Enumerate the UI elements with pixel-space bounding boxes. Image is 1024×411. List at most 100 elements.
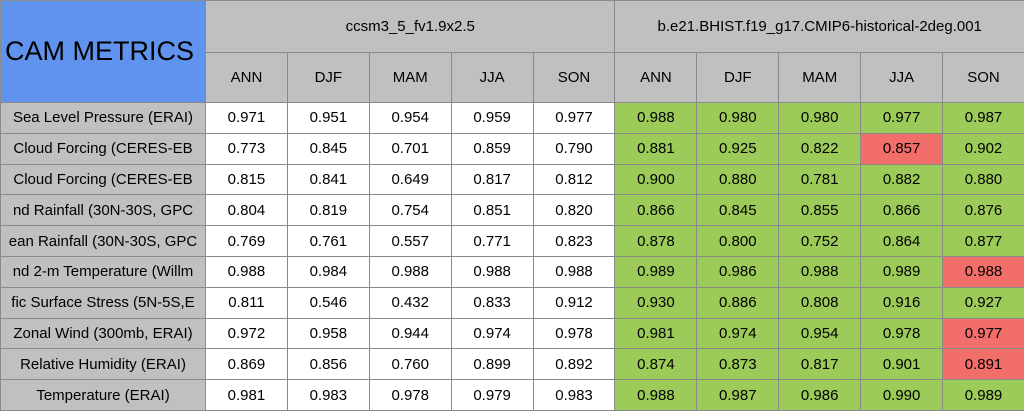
metric-cell: 0.986 — [697, 256, 779, 287]
metric-cell: 0.988 — [943, 256, 1024, 287]
metric-cell: 0.980 — [779, 103, 861, 134]
season-header: MAM — [779, 53, 861, 103]
metric-cell: 0.899 — [451, 349, 533, 380]
metric-cell: 0.701 — [369, 133, 451, 164]
metric-cell: 0.546 — [287, 287, 369, 318]
row-label: fic Surface Stress (5N-5S,E — [1, 287, 206, 318]
metric-cell: 0.951 — [287, 103, 369, 134]
metric-cell: 0.876 — [943, 195, 1024, 226]
metric-cell: 0.841 — [287, 164, 369, 195]
metric-cell: 0.954 — [369, 103, 451, 134]
metric-cell: 0.930 — [615, 287, 697, 318]
metric-cell: 0.989 — [943, 380, 1024, 411]
metric-cell: 0.859 — [451, 133, 533, 164]
metric-cell: 0.820 — [533, 195, 615, 226]
metric-cell: 0.823 — [533, 226, 615, 257]
season-header: SON — [533, 53, 615, 103]
metric-cell: 0.987 — [697, 380, 779, 411]
metric-cell: 0.864 — [861, 226, 943, 257]
metric-cell: 0.912 — [533, 287, 615, 318]
metric-cell: 0.981 — [206, 380, 288, 411]
metric-cell: 0.954 — [779, 318, 861, 349]
season-header: ANN — [206, 53, 288, 103]
season-header: SON — [943, 53, 1024, 103]
metric-cell: 0.873 — [697, 349, 779, 380]
metric-cell: 0.988 — [451, 256, 533, 287]
metric-cell: 0.856 — [287, 349, 369, 380]
metric-cell: 0.988 — [615, 380, 697, 411]
metric-cell: 0.892 — [533, 349, 615, 380]
metric-cell: 0.988 — [533, 256, 615, 287]
metric-cell: 0.866 — [615, 195, 697, 226]
metric-cell: 0.974 — [697, 318, 779, 349]
metric-cell: 0.833 — [451, 287, 533, 318]
metric-cell: 0.761 — [287, 226, 369, 257]
metric-cell: 0.857 — [861, 133, 943, 164]
metric-cell: 0.877 — [943, 226, 1024, 257]
metric-cell: 0.557 — [369, 226, 451, 257]
metric-cell: 0.987 — [943, 103, 1024, 134]
season-header: JJA — [451, 53, 533, 103]
metric-cell: 0.754 — [369, 195, 451, 226]
metric-cell: 0.878 — [615, 226, 697, 257]
season-header: ANN — [615, 53, 697, 103]
row-label: Temperature (ERAI) — [1, 380, 206, 411]
metric-cell: 0.900 — [615, 164, 697, 195]
metric-cell: 0.989 — [615, 256, 697, 287]
metric-cell: 0.855 — [779, 195, 861, 226]
metric-cell: 0.781 — [779, 164, 861, 195]
metric-cell: 0.819 — [287, 195, 369, 226]
metric-cell: 0.845 — [287, 133, 369, 164]
metric-cell: 0.990 — [861, 380, 943, 411]
metric-cell: 0.773 — [206, 133, 288, 164]
metric-cell: 0.978 — [861, 318, 943, 349]
metric-cell: 0.901 — [861, 349, 943, 380]
season-header: MAM — [369, 53, 451, 103]
metric-cell: 0.845 — [697, 195, 779, 226]
metric-cell: 0.817 — [451, 164, 533, 195]
metric-cell: 0.902 — [943, 133, 1024, 164]
metric-cell: 0.927 — [943, 287, 1024, 318]
metric-cell: 0.944 — [369, 318, 451, 349]
metric-cell: 0.925 — [697, 133, 779, 164]
metric-cell: 0.983 — [287, 380, 369, 411]
metric-cell: 0.882 — [861, 164, 943, 195]
metric-cell: 0.986 — [779, 380, 861, 411]
metric-cell: 0.978 — [369, 380, 451, 411]
metric-cell: 0.817 — [779, 349, 861, 380]
row-label: Zonal Wind (300mb, ERAI) — [1, 318, 206, 349]
metric-cell: 0.971 — [206, 103, 288, 134]
group-header: ccsm3_5_fv1.9x2.5 — [206, 1, 615, 53]
metric-cell: 0.977 — [943, 318, 1024, 349]
metric-cell: 0.851 — [451, 195, 533, 226]
metric-cell: 0.800 — [697, 226, 779, 257]
metric-cell: 0.980 — [697, 103, 779, 134]
metric-cell: 0.959 — [451, 103, 533, 134]
metric-cell: 0.790 — [533, 133, 615, 164]
metric-cell: 0.649 — [369, 164, 451, 195]
metric-cell: 0.771 — [451, 226, 533, 257]
metric-cell: 0.886 — [697, 287, 779, 318]
metric-cell: 0.880 — [697, 164, 779, 195]
row-label: Sea Level Pressure (ERAI) — [1, 103, 206, 134]
metric-cell: 0.977 — [533, 103, 615, 134]
metric-cell: 0.988 — [369, 256, 451, 287]
row-label: nd 2-m Temperature (Willm — [1, 256, 206, 287]
metric-cell: 0.977 — [861, 103, 943, 134]
metric-cell: 0.983 — [533, 380, 615, 411]
row-label: Cloud Forcing (CERES-EB — [1, 133, 206, 164]
row-label: Cloud Forcing (CERES-EB — [1, 164, 206, 195]
metric-cell: 0.972 — [206, 318, 288, 349]
metric-cell: 0.916 — [861, 287, 943, 318]
group-header: b.e21.BHIST.f19_g17.CMIP6-historical-2de… — [615, 1, 1024, 53]
metric-cell: 0.432 — [369, 287, 451, 318]
